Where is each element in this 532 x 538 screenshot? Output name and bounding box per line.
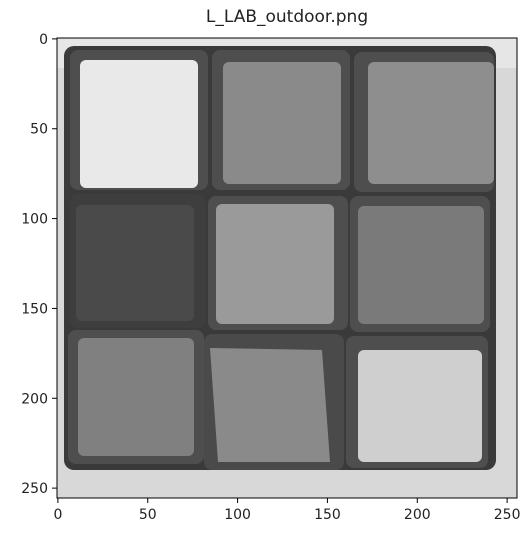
x-tick-label: 200 [404,507,431,523]
y-tick-label: 200 [21,391,48,407]
x-tick-label: 0 [53,507,62,523]
y-tick-label: 100 [21,212,48,228]
sticker [223,62,341,184]
y-tick-label: 250 [21,481,48,497]
y-tick-label: 0 [39,32,48,48]
axes-frame [56,37,518,499]
sticker [368,62,494,184]
sticker [76,205,194,321]
y-tick-label: 50 [30,122,48,138]
sticker [80,60,198,188]
chart-title: L_LAB_outdoor.png [206,7,368,27]
sticker [216,204,334,324]
x-tick-label: 250 [494,507,521,523]
y-tick-label: 150 [21,301,48,317]
x-tick-label: 50 [139,507,157,523]
sticker [358,350,482,462]
sticker [210,348,330,462]
sticker [358,206,484,324]
x-tick-label: 150 [314,507,341,523]
image [57,38,517,498]
x-tick-label: 100 [224,507,251,523]
sticker [78,338,194,456]
